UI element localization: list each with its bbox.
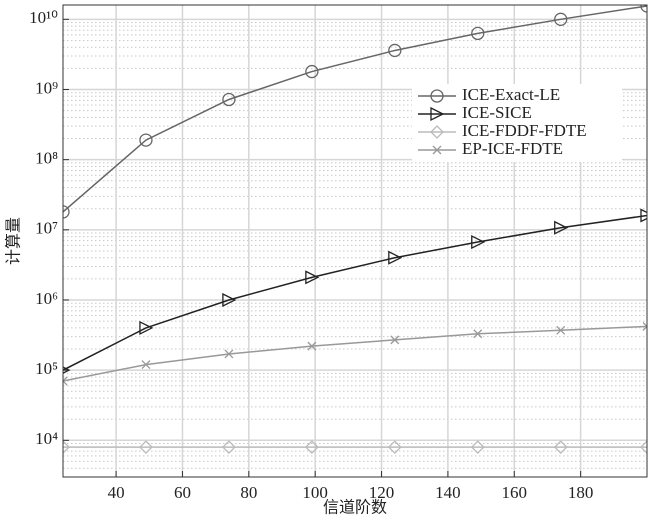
marker <box>63 205 70 219</box>
legend-label: ICE-Exact-LE <box>462 85 560 104</box>
marker <box>471 26 485 41</box>
marker <box>556 325 566 335</box>
x-tick-label: 140 <box>435 483 461 502</box>
y-tick-label: 10¹⁰ <box>29 8 58 27</box>
x-tick-label: 80 <box>240 483 257 502</box>
y-tick-label: 10⁶ <box>35 289 58 308</box>
series-group <box>63 5 647 455</box>
series-line <box>63 325 647 382</box>
marker <box>307 341 317 351</box>
plot-frame <box>62 4 648 478</box>
marker <box>471 234 486 250</box>
legend-marker <box>432 145 442 155</box>
y-axis-label: 计算量 <box>4 217 23 265</box>
marker <box>139 320 154 335</box>
legend-label: EP-ICE-FDTE <box>462 139 563 158</box>
marker <box>640 440 647 455</box>
y-tick-label: 10⁷ <box>35 219 58 238</box>
marker <box>305 64 319 79</box>
marker <box>222 92 236 107</box>
marker <box>387 440 402 455</box>
marker <box>222 292 237 308</box>
x-tick-label: 180 <box>568 483 594 502</box>
legend: ICE-Exact-LEICE-SICEICE-FDDF-FDTEEP-ICE-… <box>412 84 622 162</box>
marker <box>139 440 153 455</box>
legend-label: ICE-FDDF-FDTE <box>462 121 587 140</box>
marker <box>554 220 569 235</box>
marker <box>640 208 647 223</box>
series-line <box>63 214 647 371</box>
marker <box>642 321 647 331</box>
legend-marker <box>430 106 445 122</box>
marker <box>470 440 485 455</box>
x-tick-label: 40 <box>108 483 125 502</box>
legend-label: ICE-SICE <box>462 103 532 122</box>
marker <box>139 133 153 147</box>
marker <box>390 335 400 345</box>
marker <box>304 440 319 455</box>
marker <box>63 440 70 455</box>
x-axis-label: 信道阶数 <box>323 498 387 517</box>
marker <box>63 376 68 386</box>
marker <box>305 270 320 285</box>
y-tick-label: 10⁴ <box>35 429 58 448</box>
marker <box>141 360 151 370</box>
marker <box>221 440 236 455</box>
marker <box>554 12 568 26</box>
marker <box>388 43 402 58</box>
legend-marker <box>430 125 444 139</box>
x-tick-label: 160 <box>502 483 528 502</box>
x-tick-label: 60 <box>174 483 191 502</box>
marker <box>640 5 647 13</box>
ticks: 10⁴ 10⁵ 10⁶ 10⁷ 10⁸ 10⁹ 10¹⁰ 40 60 80 100 120 140 160… <box>29 8 593 502</box>
y-tick-label: 10⁹ <box>35 78 58 97</box>
x-tick-label: 120 <box>369 483 395 502</box>
legend-marker <box>430 89 444 103</box>
grid <box>63 5 647 478</box>
y-tick-label: 10⁸ <box>35 149 58 168</box>
legend-box <box>412 84 622 162</box>
series-line <box>63 5 647 213</box>
marker <box>388 250 403 265</box>
y-tick-label: 10⁵ <box>35 359 58 378</box>
marker <box>553 440 568 455</box>
marker <box>473 329 483 339</box>
x-tick-label: 100 <box>302 483 328 502</box>
marker <box>224 349 234 359</box>
